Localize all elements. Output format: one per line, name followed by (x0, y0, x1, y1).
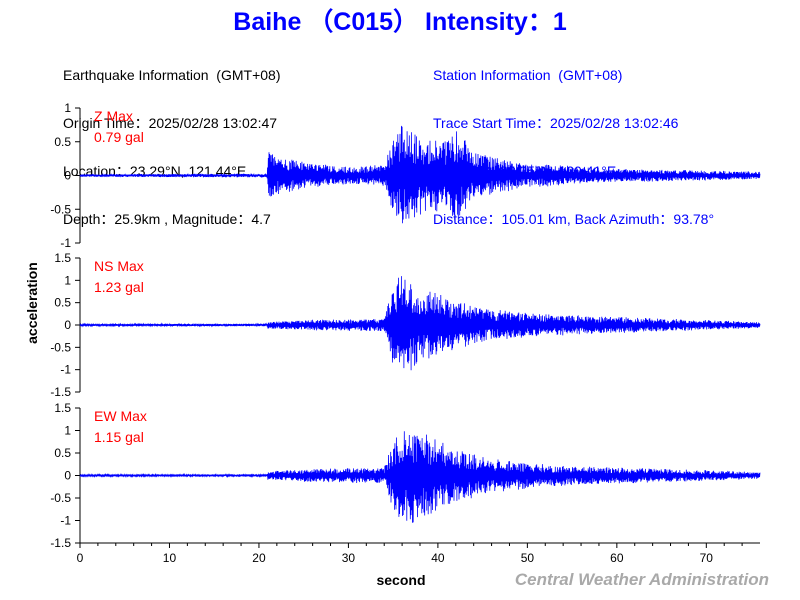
origin-time: Origin Time：2025/02/28 13:02:47 (63, 115, 278, 131)
station-info-heading: Station Information (GMT+08) (433, 67, 623, 83)
y-tick-label: -1 (60, 514, 71, 528)
distance-azimuth: Distance：105.01 km, Back Azimuth：93.78° (433, 211, 715, 227)
y-tick-label: 1 (64, 101, 71, 115)
max-value-z: 0.79 gal (94, 129, 144, 145)
y-tick-label: -0.5 (50, 202, 71, 216)
waveform-ew (79, 431, 761, 523)
earthquake-info: Earthquake Information (GMT+08) Origin T… (63, 35, 281, 243)
y-tick-label: 1 (64, 424, 71, 438)
max-label-ew: EW Max (94, 408, 147, 424)
y-tick-label: 1 (64, 273, 71, 287)
y-tick-label: 0 (64, 169, 71, 183)
y-tick-label: 1.5 (54, 251, 71, 265)
x-tick-label: 60 (610, 551, 624, 565)
trace-start-time: Trace Start Time：2025/02/28 13:02:46 (433, 115, 679, 131)
y-tick-label: -0.5 (50, 340, 71, 354)
y-tick-label: 1.5 (54, 401, 71, 415)
max-label-ns: NS Max (94, 258, 144, 274)
station-info: Station Information (GMT+08) Trace Start… (433, 35, 714, 243)
agency-credit: Central Weather Administration (514, 570, 769, 589)
y-tick-label: 0.5 (54, 446, 71, 460)
waveform-ns (79, 276, 761, 371)
waveform-z (79, 125, 761, 224)
earthquake-info-heading: Earthquake Information (GMT+08) (63, 67, 281, 83)
y-tick-label: 0 (64, 318, 71, 332)
y-tick-label: 0 (64, 469, 71, 483)
x-tick-label: 30 (342, 551, 356, 565)
y-tick-label: 0.5 (54, 135, 71, 149)
chart-title: Baihe （C015） Intensity：1 (233, 8, 567, 36)
y-tick-label: -0.5 (50, 491, 71, 505)
y-tick-label: -1 (60, 236, 71, 250)
max-value-ew: 1.15 gal (94, 429, 144, 445)
y-tick-label: -1 (60, 363, 71, 377)
max-label-z: Z Max (94, 108, 133, 124)
depth-magnitude: Depth：25.9km , Magnitude：4.7 (63, 211, 271, 227)
x-tick-label: 0 (77, 551, 84, 565)
y-tick-label: 0.5 (54, 296, 71, 310)
x-tick-label: 10 (163, 551, 177, 565)
y-tick-label: -1.5 (50, 385, 71, 399)
x-tick-label: 50 (521, 551, 535, 565)
x-tick-label: 20 (252, 551, 266, 565)
x-tick-label: 40 (431, 551, 445, 565)
y-tick-label: -1.5 (50, 536, 71, 550)
y-axis-label: acceleration (24, 262, 40, 344)
x-tick-label: 70 (700, 551, 714, 565)
max-value-ns: 1.23 gal (94, 279, 144, 295)
x-axis-label: second (376, 572, 425, 588)
